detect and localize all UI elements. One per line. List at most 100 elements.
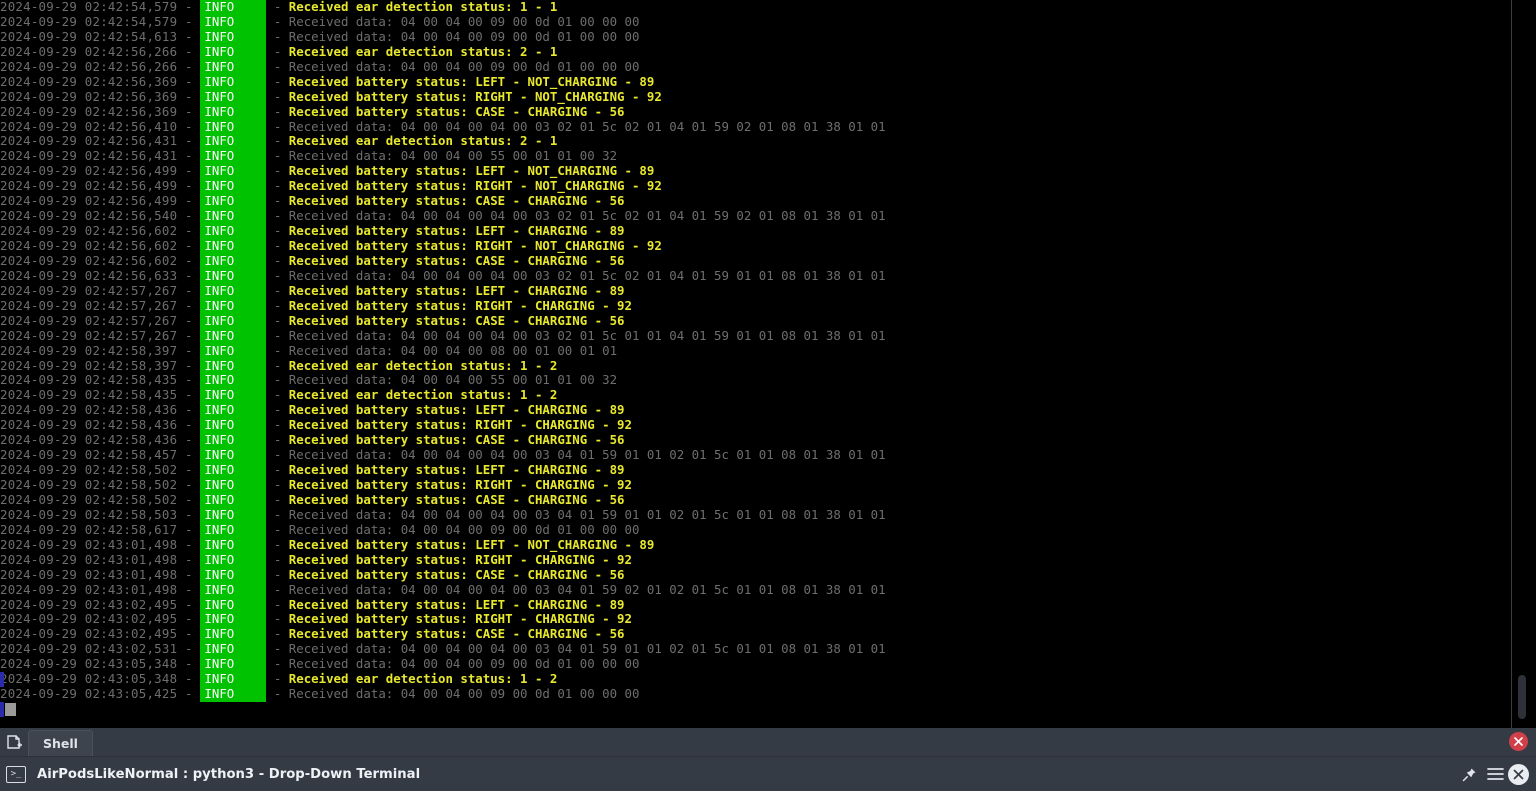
log-separator: -	[266, 551, 289, 567]
terminal-log-line: 2024-09-29 02:42:58,617 - INFO - Receive…	[0, 522, 1504, 538]
log-timestamp: 2024-09-29 02:43:01,498 -	[0, 551, 201, 567]
log-separator: -	[266, 536, 289, 552]
log-separator: -	[266, 641, 289, 657]
log-level-badge: INFO	[200, 328, 267, 344]
terminal-log-line: 2024-09-29 02:42:58,435 - INFO - Receive…	[0, 372, 1504, 389]
log-level-badge: INFO	[200, 492, 267, 508]
log-level-badge: INFO	[200, 597, 267, 613]
terminal-log-line: 2024-09-29 02:42:56,499 - INFO - Receive…	[0, 178, 1504, 195]
log-timestamp: 2024-09-29 02:43:02,495 -	[0, 626, 201, 642]
terminal-log-line: 2024-09-29 02:43:02,495 - INFO - Receive…	[0, 596, 1504, 613]
log-message: Received data: 04 00 04 00 04 00 03 04 0…	[288, 641, 886, 657]
terminal-log-line: 2024-09-29 02:42:56,369 - INFO - Receive…	[0, 103, 1504, 120]
log-message: Received ear detection status: 1 - 2	[288, 671, 558, 687]
tab-shell[interactable]: Shell	[28, 730, 93, 756]
log-message: Received battery status: CASE - CHARGING…	[288, 193, 625, 209]
terminal-log-line: 2024-09-29 02:43:01,498 - INFO - Receive…	[0, 566, 1504, 583]
log-message: Received data: 04 00 04 00 04 00 03 02 0…	[288, 118, 886, 134]
log-message: Received battery status: RIGHT - NOT_CHA…	[288, 238, 662, 253]
page-title: AirPodsLikeNormal : python3 - Drop-Down …	[37, 766, 421, 782]
log-message: Received data: 04 00 04 00 09 00 0d 01 0…	[288, 686, 640, 702]
terminal-log-line: 2024-09-29 02:42:56,499 - INFO - Receive…	[0, 193, 1504, 210]
close-tab-button[interactable]	[1509, 732, 1528, 751]
terminal-log-line: 2024-09-29 02:43:01,498 - INFO - Receive…	[0, 536, 1504, 553]
log-message: Received data: 04 00 04 00 04 00 03 04 0…	[288, 506, 886, 522]
log-separator: -	[266, 506, 289, 522]
log-level-badge: INFO	[200, 522, 267, 538]
log-separator: -	[266, 686, 289, 702]
log-message: Received battery status: LEFT - CHARGING…	[288, 462, 625, 478]
log-separator: -	[266, 103, 289, 119]
log-message: Received battery status: LEFT - CHARGING…	[288, 596, 625, 612]
terminal-prompt-icon: >_	[6, 765, 26, 783]
log-message: Received battery status: CASE - CHARGING…	[288, 252, 625, 268]
terminal-tab-bar: Shell	[0, 728, 1536, 756]
log-message: Received data: 04 00 04 00 55 00 01 01 0…	[288, 372, 618, 388]
log-timestamp: 2024-09-29 02:42:56,369 -	[0, 88, 201, 104]
terminal-cursor	[5, 703, 16, 717]
log-timestamp: 2024-09-29 02:42:56,369 -	[0, 103, 201, 119]
terminal-log-line: 2024-09-29 02:42:57,267 - INFO - Receive…	[0, 312, 1504, 329]
terminal-log-line: 2024-09-29 02:42:58,503 - INFO - Receive…	[0, 506, 1504, 523]
new-tab-icon[interactable]	[0, 728, 28, 756]
terminal-log-line: 2024-09-29 02:42:58,436 - INFO - Receive…	[0, 432, 1504, 449]
log-separator: -	[266, 611, 289, 627]
terminal-log-line: 2024-09-29 02:43:02,495 - INFO - Receive…	[0, 626, 1504, 643]
log-timestamp: 2024-09-29 02:43:05,348 -	[0, 656, 201, 672]
log-level-badge: INFO	[200, 402, 267, 419]
log-level-badge: INFO	[200, 343, 267, 359]
log-message: Received battery status: CASE - CHARGING…	[288, 566, 625, 582]
terminal-log-line: 2024-09-29 02:42:57,267 - INFO - Receive…	[0, 297, 1504, 314]
log-message: Received ear detection status: 2 - 1	[288, 43, 558, 59]
log-separator: -	[266, 491, 289, 507]
terminal-log-line: 2024-09-29 02:42:58,502 - INFO - Receive…	[0, 491, 1504, 508]
log-level-badge: INFO	[200, 133, 267, 150]
log-timestamp: 2024-09-29 02:43:01,498 -	[0, 536, 201, 552]
log-message: Received battery status: LEFT - NOT_CHAR…	[288, 536, 655, 552]
log-timestamp: 2024-09-29 02:42:56,499 -	[0, 178, 201, 194]
terminal-log-line: 2024-09-29 02:42:56,602 - INFO - Receive…	[0, 238, 1504, 254]
terminal-log-line: 2024-09-29 02:42:58,502 - INFO - Receive…	[0, 477, 1504, 493]
log-separator: -	[266, 342, 289, 358]
log-message: Received data: 04 00 04 00 04 00 03 04 0…	[288, 447, 886, 463]
log-message: Received data: 04 00 04 00 08 00 01 00 0…	[288, 342, 618, 358]
terminal-cursor-row[interactable]	[0, 702, 1504, 718]
log-level-badge: INFO	[200, 358, 267, 374]
log-timestamp: 2024-09-29 02:43:05,348 -	[0, 671, 201, 687]
log-separator: -	[266, 133, 289, 149]
log-level-badge: INFO	[200, 298, 267, 314]
log-timestamp: 2024-09-29 02:42:56,540 -	[0, 208, 201, 224]
log-level-badge: INFO	[200, 223, 267, 239]
log-message: Received data: 04 00 04 00 55 00 01 01 0…	[288, 148, 618, 164]
log-level-badge: INFO	[200, 119, 267, 135]
log-level-badge: INFO	[200, 641, 267, 658]
log-level-badge: INFO	[200, 193, 267, 210]
close-window-button[interactable]	[1508, 763, 1529, 785]
terminal-log-line: 2024-09-29 02:43:05,425 - INFO - Receive…	[0, 686, 1504, 703]
hamburger-menu-icon[interactable]	[1482, 757, 1508, 791]
log-separator: -	[266, 417, 289, 433]
terminal-output-area[interactable]: 2024-09-29 02:42:54,579 - INFO - Receive…	[0, 0, 1536, 728]
log-message: Received data: 04 00 04 00 09 00 0d 01 0…	[288, 656, 640, 672]
log-level-badge: INFO	[200, 417, 267, 434]
pin-icon[interactable]	[1456, 757, 1482, 791]
log-separator: -	[266, 357, 289, 373]
log-timestamp: 2024-09-29 02:42:58,397 -	[0, 357, 201, 373]
log-timestamp: 2024-09-29 02:42:56,431 -	[0, 133, 201, 149]
log-timestamp: 2024-09-29 02:43:02,531 -	[0, 641, 201, 657]
log-level-badge: INFO	[200, 178, 267, 195]
log-timestamp: 2024-09-29 02:42:56,499 -	[0, 163, 201, 179]
terminal-log-line: 2024-09-29 02:42:56,410 - INFO - Receive…	[0, 118, 1504, 135]
terminal-scrollbar-thumb[interactable]	[1518, 675, 1526, 719]
log-separator: -	[266, 13, 289, 29]
log-timestamp: 2024-09-29 02:42:57,267 -	[0, 327, 201, 343]
log-timestamp: 2024-09-29 02:42:57,267 -	[0, 312, 201, 328]
log-message: Received battery status: RIGHT - CHARGIN…	[288, 611, 632, 627]
log-timestamp: 2024-09-29 02:42:57,267 -	[0, 297, 201, 313]
log-separator: -	[266, 252, 289, 268]
log-message: Received battery status: LEFT - NOT_CHAR…	[288, 73, 655, 89]
log-timestamp: 2024-09-29 02:42:56,410 -	[0, 118, 201, 134]
log-timestamp: 2024-09-29 02:43:02,495 -	[0, 596, 201, 612]
terminal-scrollbar-track[interactable]	[1511, 0, 1512, 728]
log-timestamp: 2024-09-29 02:42:58,502 -	[0, 491, 201, 507]
